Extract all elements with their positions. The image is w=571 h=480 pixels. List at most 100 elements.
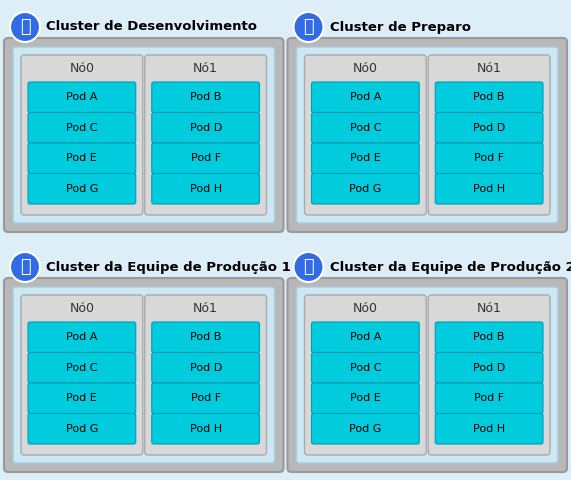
FancyBboxPatch shape [296, 287, 558, 463]
FancyBboxPatch shape [152, 143, 259, 173]
Text: Pod F: Pod F [191, 393, 220, 403]
Text: Nó1: Nó1 [477, 302, 501, 315]
Text: ⎈: ⎈ [303, 18, 314, 36]
FancyBboxPatch shape [435, 322, 543, 352]
Text: Cluster de Preparo: Cluster de Preparo [329, 21, 471, 34]
Text: Pod H: Pod H [190, 184, 222, 194]
FancyBboxPatch shape [152, 112, 259, 143]
Text: ⎈: ⎈ [303, 258, 314, 276]
FancyBboxPatch shape [435, 383, 543, 413]
Text: Pod F: Pod F [191, 153, 220, 163]
Text: Pod E: Pod E [66, 393, 97, 403]
FancyBboxPatch shape [28, 173, 136, 204]
FancyBboxPatch shape [435, 173, 543, 204]
Text: Pod C: Pod C [66, 363, 98, 373]
FancyBboxPatch shape [4, 38, 283, 232]
FancyBboxPatch shape [28, 82, 136, 112]
FancyBboxPatch shape [312, 173, 419, 204]
FancyBboxPatch shape [304, 295, 426, 455]
Text: Pod G: Pod G [66, 184, 98, 194]
Text: Pod E: Pod E [350, 393, 381, 403]
FancyBboxPatch shape [435, 112, 543, 143]
Text: Pod E: Pod E [350, 153, 381, 163]
Text: Pod D: Pod D [473, 123, 505, 133]
Text: Pod C: Pod C [349, 363, 381, 373]
Text: Pod B: Pod B [190, 92, 222, 102]
Text: Pod C: Pod C [66, 123, 98, 133]
Circle shape [10, 12, 40, 42]
FancyBboxPatch shape [435, 413, 543, 444]
FancyBboxPatch shape [312, 82, 419, 112]
Text: Pod D: Pod D [473, 363, 505, 373]
Text: ⎈: ⎈ [19, 18, 30, 36]
Text: Pod F: Pod F [474, 393, 504, 403]
Circle shape [293, 252, 324, 282]
Text: Pod C: Pod C [349, 123, 381, 133]
Text: Pod B: Pod B [473, 92, 505, 102]
Text: Pod H: Pod H [190, 424, 222, 434]
Text: Nó0: Nó0 [69, 62, 94, 75]
FancyBboxPatch shape [428, 295, 550, 455]
Text: Pod B: Pod B [190, 332, 222, 342]
FancyBboxPatch shape [28, 143, 136, 173]
Text: Nó1: Nó1 [477, 62, 501, 75]
Text: Pod G: Pod G [349, 424, 381, 434]
FancyBboxPatch shape [312, 352, 419, 383]
Text: Pod A: Pod A [66, 92, 98, 102]
Text: Pod H: Pod H [473, 184, 505, 194]
FancyBboxPatch shape [288, 278, 567, 472]
FancyBboxPatch shape [296, 47, 558, 223]
FancyBboxPatch shape [152, 173, 259, 204]
FancyBboxPatch shape [304, 55, 426, 215]
Text: Nó1: Nó1 [193, 302, 218, 315]
FancyBboxPatch shape [21, 295, 143, 455]
Text: Cluster de Desenvolvimento: Cluster de Desenvolvimento [46, 21, 257, 34]
FancyBboxPatch shape [152, 82, 259, 112]
FancyBboxPatch shape [28, 112, 136, 143]
Text: Nó0: Nó0 [353, 302, 378, 315]
Text: Pod E: Pod E [66, 153, 97, 163]
FancyBboxPatch shape [152, 322, 259, 352]
Text: Nó0: Nó0 [353, 62, 378, 75]
FancyBboxPatch shape [312, 143, 419, 173]
FancyBboxPatch shape [312, 112, 419, 143]
FancyBboxPatch shape [145, 55, 267, 215]
FancyBboxPatch shape [312, 322, 419, 352]
FancyBboxPatch shape [145, 295, 267, 455]
FancyBboxPatch shape [312, 383, 419, 413]
Text: Cluster da Equipe de Produção 1: Cluster da Equipe de Produção 1 [46, 261, 291, 274]
FancyBboxPatch shape [28, 413, 136, 444]
FancyBboxPatch shape [152, 383, 259, 413]
Text: Pod G: Pod G [66, 424, 98, 434]
Text: Pod B: Pod B [473, 332, 505, 342]
Text: Pod D: Pod D [190, 363, 222, 373]
Text: Pod H: Pod H [473, 424, 505, 434]
FancyBboxPatch shape [21, 55, 143, 215]
FancyBboxPatch shape [288, 38, 567, 232]
Text: Pod G: Pod G [349, 184, 381, 194]
FancyBboxPatch shape [152, 352, 259, 383]
Text: Cluster da Equipe de Produção 2: Cluster da Equipe de Produção 2 [329, 261, 571, 274]
Text: Pod A: Pod A [66, 332, 98, 342]
Text: Pod A: Pod A [349, 92, 381, 102]
FancyBboxPatch shape [28, 352, 136, 383]
Text: ⎈: ⎈ [19, 258, 30, 276]
Text: Pod D: Pod D [190, 123, 222, 133]
FancyBboxPatch shape [28, 383, 136, 413]
FancyBboxPatch shape [435, 143, 543, 173]
Text: Nó1: Nó1 [193, 62, 218, 75]
Circle shape [10, 252, 40, 282]
Circle shape [293, 12, 324, 42]
FancyBboxPatch shape [13, 287, 275, 463]
FancyBboxPatch shape [28, 322, 136, 352]
FancyBboxPatch shape [435, 82, 543, 112]
FancyBboxPatch shape [152, 413, 259, 444]
FancyBboxPatch shape [435, 352, 543, 383]
FancyBboxPatch shape [312, 413, 419, 444]
FancyBboxPatch shape [13, 47, 275, 223]
FancyBboxPatch shape [428, 55, 550, 215]
Text: Pod F: Pod F [474, 153, 504, 163]
Text: Pod A: Pod A [349, 332, 381, 342]
FancyBboxPatch shape [4, 278, 283, 472]
Text: Nó0: Nó0 [69, 302, 94, 315]
